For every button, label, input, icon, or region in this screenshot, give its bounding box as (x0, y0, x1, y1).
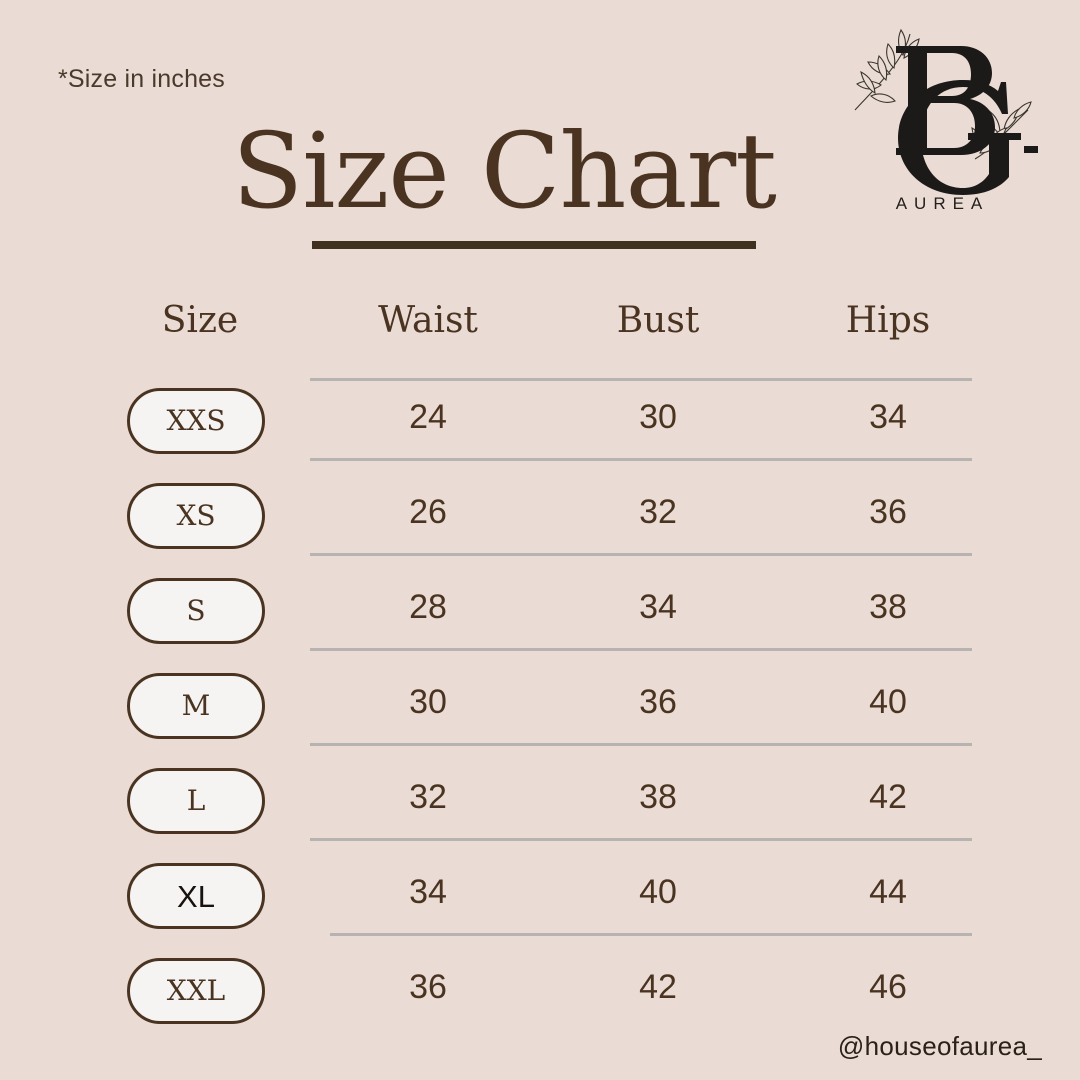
table-row: XXS 24 30 34 (0, 376, 1080, 471)
size-unit-note: *Size in inches (58, 65, 225, 93)
cell-bust: 42 (639, 968, 677, 1006)
social-handle: @houseofaurea_ (837, 1031, 1042, 1061)
title-underline (312, 241, 756, 249)
cell-hips: 36 (869, 493, 907, 531)
table-row: M 30 36 40 (0, 661, 1080, 756)
size-badge-label: L (186, 784, 206, 817)
table-row: XXL 36 42 46 (0, 946, 1080, 1041)
table-row: XS 26 32 36 (0, 471, 1080, 566)
size-badge-xxs: XXS (127, 388, 265, 454)
table-row: S 28 34 38 (0, 566, 1080, 661)
cell-hips: 44 (869, 873, 907, 911)
cell-waist: 30 (409, 683, 447, 721)
logo-letter-g (898, 80, 1038, 195)
cell-hips: 40 (869, 683, 907, 721)
size-badge-s: S (127, 578, 265, 644)
cell-hips: 42 (869, 778, 907, 816)
size-badge-xxl: XXL (127, 958, 265, 1024)
size-badge-label: XS (176, 499, 216, 532)
cell-hips: 38 (869, 588, 907, 626)
row-divider (310, 838, 972, 841)
size-badge-m: M (127, 673, 265, 739)
row-divider (310, 743, 972, 746)
size-badge-label: XXS (166, 404, 226, 437)
size-badge-xl: XL (127, 863, 265, 929)
size-badge-label: XXL (166, 974, 226, 1007)
cell-waist: 24 (409, 398, 447, 436)
size-badge-xs: XS (127, 483, 265, 549)
logo-wordmark: AUREA (895, 194, 990, 213)
cell-bust: 30 (639, 398, 677, 436)
cell-waist: 26 (409, 493, 447, 531)
page-title: Size Chart (0, 118, 1080, 224)
page-title-text: Size Chart (232, 110, 777, 232)
cell-waist: 34 (409, 873, 447, 911)
column-header-waist: Waist (378, 300, 478, 341)
cell-hips: 34 (869, 398, 907, 436)
cell-bust: 34 (639, 588, 677, 626)
brand-logo: AUREA (828, 22, 1050, 234)
table-row: L 32 38 42 (0, 756, 1080, 851)
row-divider (310, 648, 972, 651)
column-header-size: Size (161, 300, 239, 341)
size-table: Size Waist Bust Hips XXS 24 30 34 XS 26 … (0, 300, 1080, 1041)
size-badge-l: L (127, 768, 265, 834)
cell-waist: 32 (409, 778, 447, 816)
size-badge-label: S (186, 594, 206, 627)
column-header-bust: Bust (616, 300, 700, 341)
header-divider (310, 378, 972, 381)
logo-monogram-icon (828, 22, 1050, 197)
size-badge-label: XL (177, 878, 215, 914)
row-divider (330, 933, 972, 936)
cell-waist: 36 (409, 968, 447, 1006)
table-row: XL 34 40 44 (0, 851, 1080, 946)
row-divider (310, 553, 972, 556)
cell-hips: 46 (869, 968, 907, 1006)
row-divider (310, 458, 972, 461)
cell-waist: 28 (409, 588, 447, 626)
cell-bust: 38 (639, 778, 677, 816)
table-header-row: Size Waist Bust Hips (0, 300, 1080, 381)
size-badge-label: M (181, 689, 211, 722)
cell-bust: 32 (639, 493, 677, 531)
cell-bust: 36 (639, 683, 677, 721)
cell-bust: 40 (639, 873, 677, 911)
column-header-hips: Hips (845, 300, 931, 341)
